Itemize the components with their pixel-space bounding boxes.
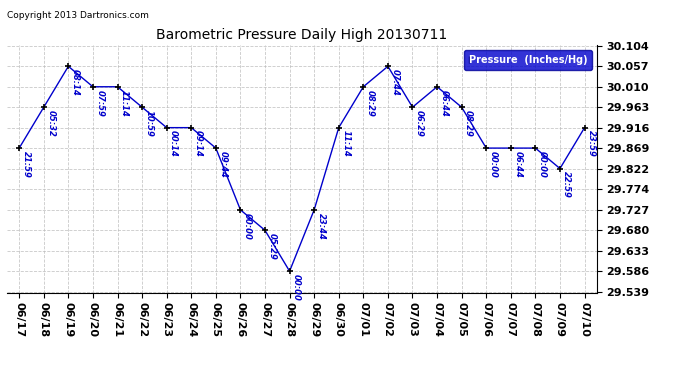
Text: 00:14: 00:14 [169, 130, 178, 157]
Text: 23:44: 23:44 [317, 213, 326, 240]
Text: 09:44: 09:44 [218, 151, 227, 178]
Text: 22:59: 22:59 [562, 171, 571, 198]
Text: 05:29: 05:29 [268, 233, 277, 260]
Text: 23:59: 23:59 [587, 130, 596, 157]
Text: 08:29: 08:29 [366, 90, 375, 116]
Text: 05:32: 05:32 [46, 110, 55, 137]
Text: 07:59: 07:59 [95, 90, 104, 116]
Text: 11:14: 11:14 [120, 90, 129, 116]
Title: Barometric Pressure Daily High 20130711: Barometric Pressure Daily High 20130711 [156, 28, 448, 42]
Text: 00:00: 00:00 [292, 274, 301, 301]
Legend: Pressure  (Inches/Hg): Pressure (Inches/Hg) [464, 50, 592, 70]
Text: 06:29: 06:29 [415, 110, 424, 137]
Text: 08:29: 08:29 [464, 110, 473, 137]
Text: 00:00: 00:00 [538, 151, 547, 178]
Text: 06:44: 06:44 [513, 151, 522, 178]
Text: Copyright 2013 Dartronics.com: Copyright 2013 Dartronics.com [7, 11, 149, 20]
Text: 11:14: 11:14 [341, 130, 351, 157]
Text: 08:14: 08:14 [71, 69, 80, 96]
Text: 00:00: 00:00 [489, 151, 497, 178]
Text: 07:44: 07:44 [391, 69, 400, 96]
Text: 09:14: 09:14 [194, 130, 203, 157]
Text: 00:00: 00:00 [243, 213, 252, 240]
Text: 10:59: 10:59 [144, 110, 154, 137]
Text: 21:59: 21:59 [21, 151, 30, 178]
Text: 06:44: 06:44 [440, 90, 449, 116]
